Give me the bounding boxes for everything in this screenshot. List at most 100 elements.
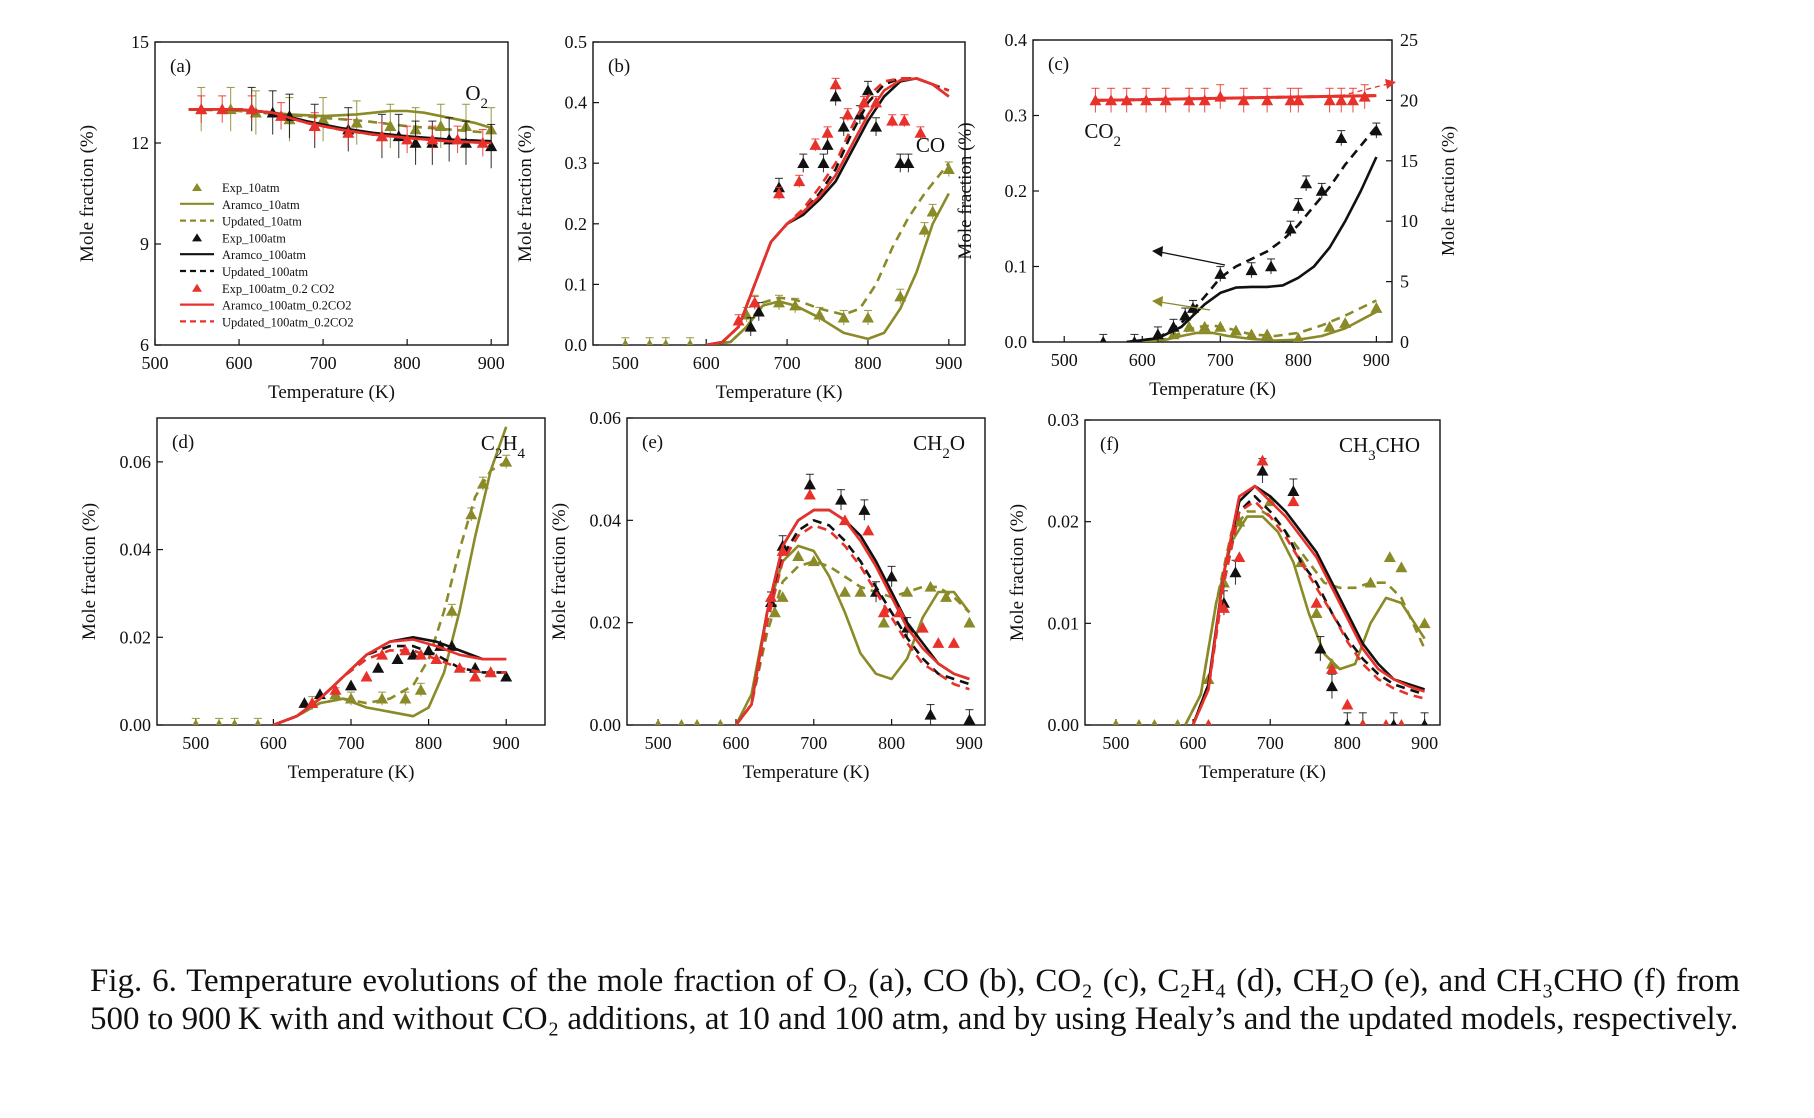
data-point xyxy=(861,84,874,96)
data-point xyxy=(1292,200,1305,211)
data-point xyxy=(963,713,976,725)
data-point xyxy=(1112,719,1120,725)
plot-frame xyxy=(154,41,509,346)
data-point xyxy=(918,223,931,235)
data-point xyxy=(1151,719,1158,725)
data-point xyxy=(857,96,870,108)
data-point xyxy=(1314,642,1327,654)
data-point xyxy=(329,683,342,695)
data-point xyxy=(821,126,834,138)
y-tick-label: 0.0 xyxy=(1005,332,1028,352)
x-axis-label: Temperature (K) xyxy=(1199,762,1326,783)
y-axis-label: Mole fraction (%) xyxy=(515,125,536,262)
x-tick-label: 800 xyxy=(854,353,881,373)
data-point xyxy=(1323,320,1336,332)
left-axis-arrow xyxy=(1152,246,1226,266)
species-label: CO xyxy=(916,133,945,157)
chart-panel-f: 500 600 700 800 900 0.00 0.01 0.02 0.03 Temperatu… xyxy=(1007,410,1441,783)
legend-label: Updated_100atm_0.2CO2 xyxy=(222,315,354,329)
data-point xyxy=(837,120,850,132)
y2-tick-label: 10 xyxy=(1400,211,1418,231)
data-point xyxy=(678,719,685,725)
species-label: CO2 xyxy=(1084,119,1121,150)
legend-entry: Aramco_100atm xyxy=(180,248,306,262)
x-tick-label: 600 xyxy=(693,353,720,373)
legend-marker xyxy=(192,233,202,242)
data-point xyxy=(500,670,513,682)
data-point xyxy=(744,320,757,332)
data-point xyxy=(646,339,653,345)
y-axis-label: Mole fraction (%) xyxy=(955,122,976,259)
x-tick-label: 800 xyxy=(1285,350,1312,370)
data-point xyxy=(940,591,953,602)
legend-entry: Updated_100atm_0.2CO2 xyxy=(180,315,354,329)
series-line xyxy=(1142,299,1377,342)
legend-entry: Updated_100atm xyxy=(180,265,308,279)
data-point xyxy=(870,120,883,132)
x-tick-label: 700 xyxy=(1207,350,1234,370)
series-line xyxy=(272,644,507,725)
data-point xyxy=(963,616,976,628)
data-point xyxy=(414,683,427,695)
x-tick-label: 500 xyxy=(142,353,169,373)
series-line xyxy=(188,108,492,135)
y-tick-label: 9 xyxy=(140,234,149,254)
x-tick-label: 500 xyxy=(612,353,639,373)
data-point xyxy=(1310,607,1323,618)
data-point xyxy=(858,504,871,515)
x-axis-label: Temperature (K) xyxy=(743,762,870,783)
plot-area xyxy=(621,77,955,345)
data-point xyxy=(886,114,899,126)
data-point xyxy=(838,585,851,597)
y-tick-label: 6 xyxy=(140,335,149,355)
data-point xyxy=(1335,132,1348,143)
x-axis-label: Temperature (K) xyxy=(268,382,395,403)
data-point xyxy=(1300,177,1313,189)
legend-entry: Updated_10atm xyxy=(180,215,302,229)
series-line xyxy=(1191,499,1425,725)
y-tick-label: 0.00 xyxy=(1048,715,1080,735)
data-point xyxy=(1135,719,1143,725)
data-point xyxy=(748,296,761,308)
legend-label: Aramco_100atm xyxy=(222,248,306,262)
data-point xyxy=(803,488,816,500)
data-point xyxy=(809,139,822,150)
series-line xyxy=(734,559,971,725)
series-line xyxy=(734,508,970,725)
panel-tag: (b) xyxy=(608,56,630,77)
x-tick-label: 900 xyxy=(1411,733,1438,753)
data-point xyxy=(792,550,805,561)
data-point xyxy=(862,524,875,536)
data-point xyxy=(926,205,939,217)
data-point xyxy=(686,339,694,345)
y-tick-label: 0.4 xyxy=(1005,30,1028,50)
legend-label: Aramco_100atm_0.2CO2 xyxy=(222,299,352,313)
data-point xyxy=(916,621,929,633)
data-point xyxy=(1418,617,1431,629)
legend: Exp_10atm Aramco_10atm Updated_10atm Exp_10… xyxy=(180,181,354,329)
y2-tick-label: 5 xyxy=(1400,272,1409,292)
y-tick-label: 0.04 xyxy=(590,510,622,530)
series-line xyxy=(272,460,507,725)
y2-tick-label: 0 xyxy=(1400,332,1409,352)
series-line xyxy=(734,508,970,725)
chart-panel-e: 500 600 700 800 900 0.00 0.02 0.04 0.06 Temperatu… xyxy=(549,408,986,783)
data-point xyxy=(829,90,842,102)
x-tick-label: 700 xyxy=(774,353,801,373)
legend-label: Updated_100atm xyxy=(222,265,308,279)
data-point xyxy=(306,697,319,708)
left-axis-arrow-olive xyxy=(1152,296,1211,311)
data-point xyxy=(885,570,898,582)
data-point xyxy=(1261,94,1274,106)
data-point xyxy=(1245,264,1258,276)
data-point xyxy=(773,181,785,193)
data-point xyxy=(298,697,311,708)
data-point xyxy=(445,604,458,616)
data-point xyxy=(1179,309,1192,321)
x-tick-label: 600 xyxy=(226,353,253,373)
y-axis-label: Mole fraction (%) xyxy=(77,125,98,262)
data-point xyxy=(821,139,834,150)
x-axis-label: Temperature (K) xyxy=(288,762,415,783)
figure-caption: Fig. 6. Temperature evolutions of the mo… xyxy=(90,963,1740,1037)
series-line xyxy=(1184,515,1426,725)
